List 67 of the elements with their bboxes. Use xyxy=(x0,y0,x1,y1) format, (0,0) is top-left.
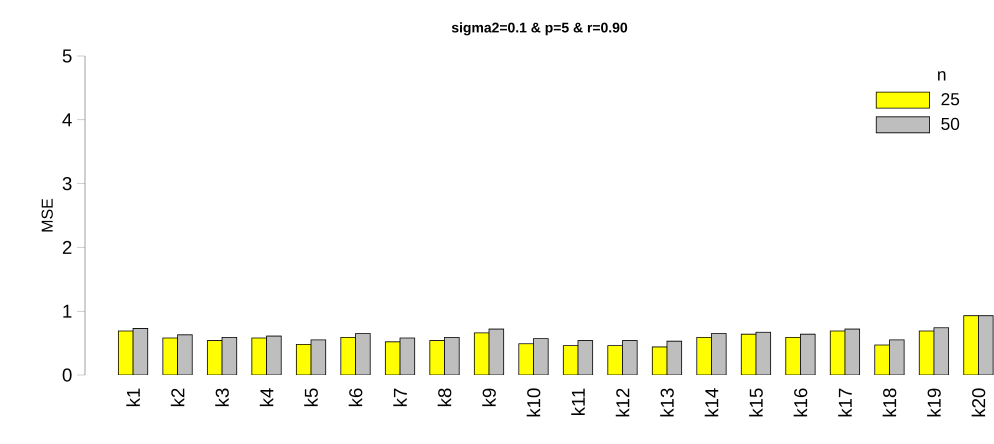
bar xyxy=(429,340,445,375)
x-tick-label: k20 xyxy=(972,388,986,416)
x-tick-label: k17 xyxy=(838,388,852,416)
bar xyxy=(311,340,326,375)
x-tick-label: k10 xyxy=(526,388,540,416)
y-tick-label: 0 xyxy=(62,368,72,382)
bar xyxy=(844,328,860,375)
x-tick-label: k9 xyxy=(482,388,496,406)
x-tick-label: k14 xyxy=(704,388,718,416)
y-tick-label: 2 xyxy=(62,240,72,254)
bar xyxy=(756,332,772,375)
x-tick-label: k1 xyxy=(126,388,140,406)
legend-label: 50 xyxy=(941,118,960,130)
bar xyxy=(444,336,460,375)
y-axis-title: MSE xyxy=(42,198,53,232)
bar xyxy=(785,336,801,375)
bar xyxy=(518,343,534,375)
bar xyxy=(607,345,623,375)
x-tick-label: k15 xyxy=(749,388,763,416)
bar xyxy=(578,340,594,375)
bar xyxy=(488,328,504,375)
bar xyxy=(978,315,994,375)
bar xyxy=(533,338,549,375)
bar xyxy=(340,336,356,375)
bar xyxy=(384,341,400,375)
x-tick-label: k16 xyxy=(794,388,808,416)
bar xyxy=(222,336,238,375)
y-tick-label: 3 xyxy=(62,177,72,190)
bar xyxy=(830,330,846,375)
legend-title: n xyxy=(938,71,946,80)
bar xyxy=(711,333,727,375)
bar xyxy=(562,345,578,375)
bar xyxy=(963,315,979,375)
x-tick-label: k2 xyxy=(170,388,184,406)
bar xyxy=(400,338,416,375)
bar xyxy=(934,327,950,375)
legend-label: 25 xyxy=(941,93,960,106)
bar xyxy=(918,330,934,375)
bar xyxy=(132,328,148,375)
bar xyxy=(296,344,312,375)
bar xyxy=(800,334,816,375)
x-tick-label: k5 xyxy=(304,388,318,406)
bar xyxy=(177,334,193,375)
y-tick-label: 5 xyxy=(62,50,72,62)
y-tick-label: 4 xyxy=(62,113,72,126)
bar xyxy=(696,336,712,375)
y-tick-label: 1 xyxy=(63,304,72,318)
x-tick-label: k7 xyxy=(393,388,407,406)
x-tick-label: k4 xyxy=(260,388,274,406)
x-tick-label: k11 xyxy=(571,388,585,416)
x-tick-label: k3 xyxy=(215,388,229,406)
bar xyxy=(266,336,282,375)
x-tick-label: k13 xyxy=(660,388,674,416)
x-tick-label: k19 xyxy=(927,388,941,416)
chart-title: sigma2=0.1 & p=5 & r=0.90 xyxy=(452,22,628,36)
bar xyxy=(740,334,756,375)
x-tick-label: k8 xyxy=(438,388,452,406)
bar xyxy=(874,344,890,375)
bar xyxy=(118,330,134,375)
bar xyxy=(652,346,668,375)
bar xyxy=(355,333,371,375)
x-tick-label: k12 xyxy=(616,388,630,416)
x-tick-label: k18 xyxy=(882,388,896,416)
bar xyxy=(622,340,638,375)
bar xyxy=(474,332,490,375)
bar xyxy=(666,340,682,375)
x-tick-label: k6 xyxy=(348,388,362,406)
